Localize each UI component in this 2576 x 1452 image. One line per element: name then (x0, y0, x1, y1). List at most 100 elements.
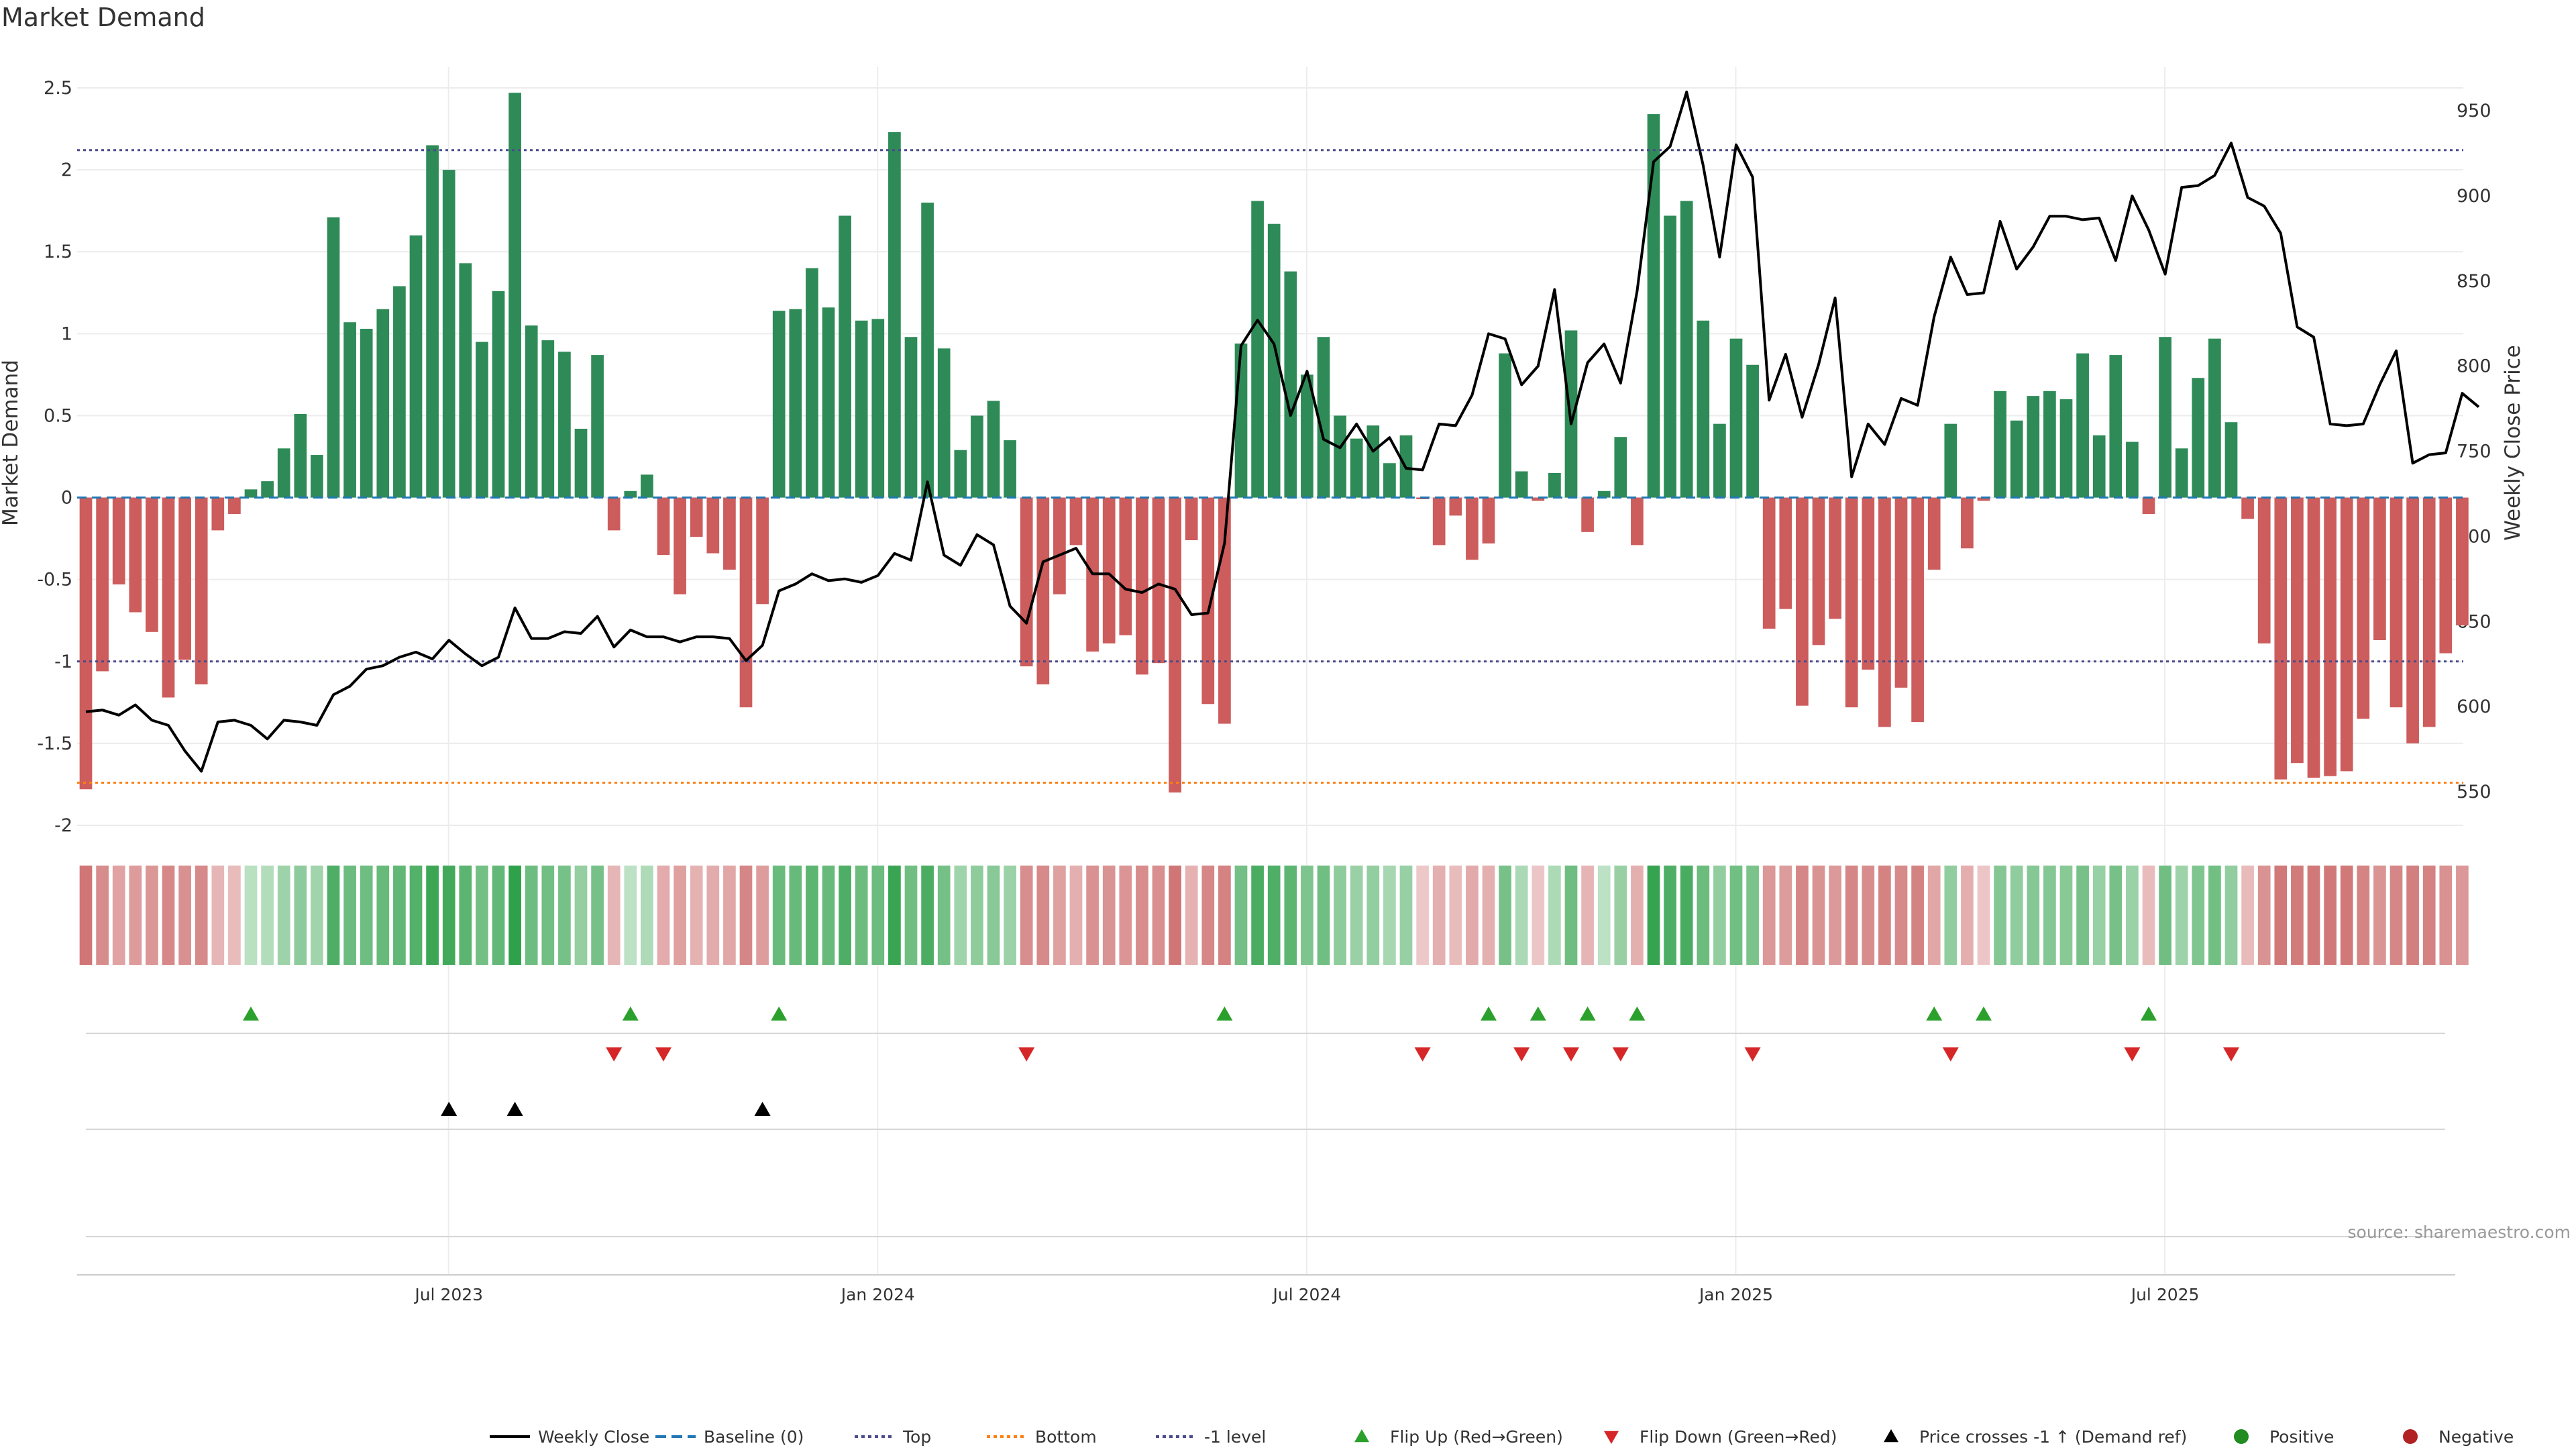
flip-up-marker (1579, 1006, 1596, 1021)
legend-swatch-flip-down (1604, 1431, 1619, 1444)
heat-strip-cell (674, 866, 686, 965)
flip-down-marker (1018, 1047, 1035, 1061)
heat-strip-cell (1152, 866, 1165, 965)
heat-strip-cell (1499, 866, 1511, 965)
heat-strip-cell (1086, 866, 1099, 965)
demand-bar (822, 307, 835, 498)
heat-strip-cell (343, 866, 356, 965)
heat-strip-cell (591, 866, 604, 965)
demand-bar (2043, 391, 2056, 498)
demand-bar (1746, 364, 1759, 498)
demand-bar (987, 401, 1000, 498)
demand-bar (2274, 497, 2288, 780)
flip-up-marker (1976, 1006, 1992, 1021)
y-tick-label: 0.5 (44, 405, 72, 426)
heat-strip-cell (2439, 866, 2453, 965)
demand-bar (1284, 271, 1297, 498)
demand-bar (574, 428, 588, 498)
demand-bar (772, 311, 786, 498)
demand-bar (607, 497, 621, 531)
flip-down-marker (1942, 1047, 1959, 1061)
demand-bar (525, 325, 538, 498)
heat-strip-cell (1911, 866, 1924, 965)
heat-strip-cell (888, 866, 901, 965)
y2-tick-label: 800 (2457, 356, 2491, 377)
demand-bar (162, 497, 175, 698)
heat-strip-cell (1004, 866, 1016, 965)
heat-strip-cell (1334, 866, 1346, 965)
heat-strip-cell (1894, 866, 1908, 965)
heat-strip-cell (2010, 866, 2023, 965)
heat-strip-cell (2175, 866, 2188, 965)
demand-bar (954, 450, 967, 498)
y-tick-label: 0 (61, 488, 72, 509)
demand-bar (1729, 338, 1743, 498)
heat-strip-cell (1631, 866, 1644, 965)
demand-bar (1482, 497, 1495, 543)
demand-bar (178, 497, 191, 660)
y-tick-label: -1.5 (37, 733, 72, 754)
demand-bar (2126, 442, 2139, 498)
demand-bar (904, 337, 918, 498)
demand-bar (79, 497, 93, 790)
demand-bar (2307, 497, 2320, 778)
heat-strip-cell (2241, 866, 2254, 965)
demand-bar (1664, 215, 1676, 498)
demand-bar (508, 93, 521, 498)
heat-strip-cell (921, 866, 934, 965)
x-tick-label: Jul 2023 (413, 1285, 483, 1304)
demand-bar (1812, 497, 1825, 645)
demand-bar (476, 342, 488, 498)
demand-bar (1548, 472, 1561, 498)
demand-bar (1697, 320, 1710, 498)
heat-strip-cell (1680, 866, 1693, 965)
flip-down-marker (1513, 1047, 1530, 1061)
price-cross-marker (441, 1102, 458, 1116)
heat-strip-cell (1301, 866, 1313, 965)
y2-tick-label: 550 (2457, 782, 2491, 802)
demand-bar (1944, 423, 1957, 498)
demand-bar (311, 455, 323, 498)
y-tick-label: 2.5 (44, 78, 72, 99)
heat-strip-cell (1218, 866, 1231, 965)
heat-strip-cell (2456, 866, 2469, 965)
heat-strip-cell (1779, 866, 1792, 965)
heat-strip-cell (2257, 866, 2271, 965)
heat-strip-cell (1267, 866, 1281, 965)
y-axis-title: Market Demand (0, 360, 23, 526)
heat-strip-cell (1829, 866, 1841, 965)
heat-strip-cell (1697, 866, 1710, 965)
heat-strip-cell (1201, 866, 1215, 965)
demand-bar (541, 340, 555, 498)
heat-strip-cell (442, 866, 455, 965)
flip-up-marker (1481, 1006, 1497, 1021)
y2-tick-label: 750 (2457, 442, 2491, 462)
heat-strip-cell (690, 866, 703, 965)
demand-bar (1317, 337, 1330, 498)
heat-strip-cell (508, 866, 521, 965)
demand-bar (1334, 415, 1346, 498)
heat-strip-cell (657, 866, 670, 965)
demand-bar (2241, 497, 2254, 519)
heat-strip-cell (525, 866, 538, 965)
demand-bar (839, 215, 851, 498)
heat-strip-cell (624, 866, 637, 965)
heat-strip-cell (195, 866, 208, 965)
legend-label: Flip Up (Red→Green) (1390, 1427, 1563, 1447)
heat-strip-cell (1647, 866, 1660, 965)
heat-strip-cell (2059, 866, 2073, 965)
demand-bar (1185, 497, 1198, 541)
heat-strip-cell (1729, 866, 1743, 965)
demand-bar (2208, 338, 2221, 498)
heat-strip-cell (1053, 866, 1066, 965)
demand-bar (2340, 497, 2353, 772)
heat-strip-cell (937, 866, 951, 965)
flip-up-marker (2141, 1006, 2157, 1021)
heat-strip-cell (294, 866, 307, 965)
legend-swatch-negative (2403, 1429, 2418, 1444)
demand-bar (2092, 435, 2106, 498)
demand-bar (1020, 497, 1033, 667)
heat-strip-cell (739, 866, 753, 965)
demand-bar (492, 291, 505, 498)
flip-down-marker (1414, 1047, 1431, 1061)
